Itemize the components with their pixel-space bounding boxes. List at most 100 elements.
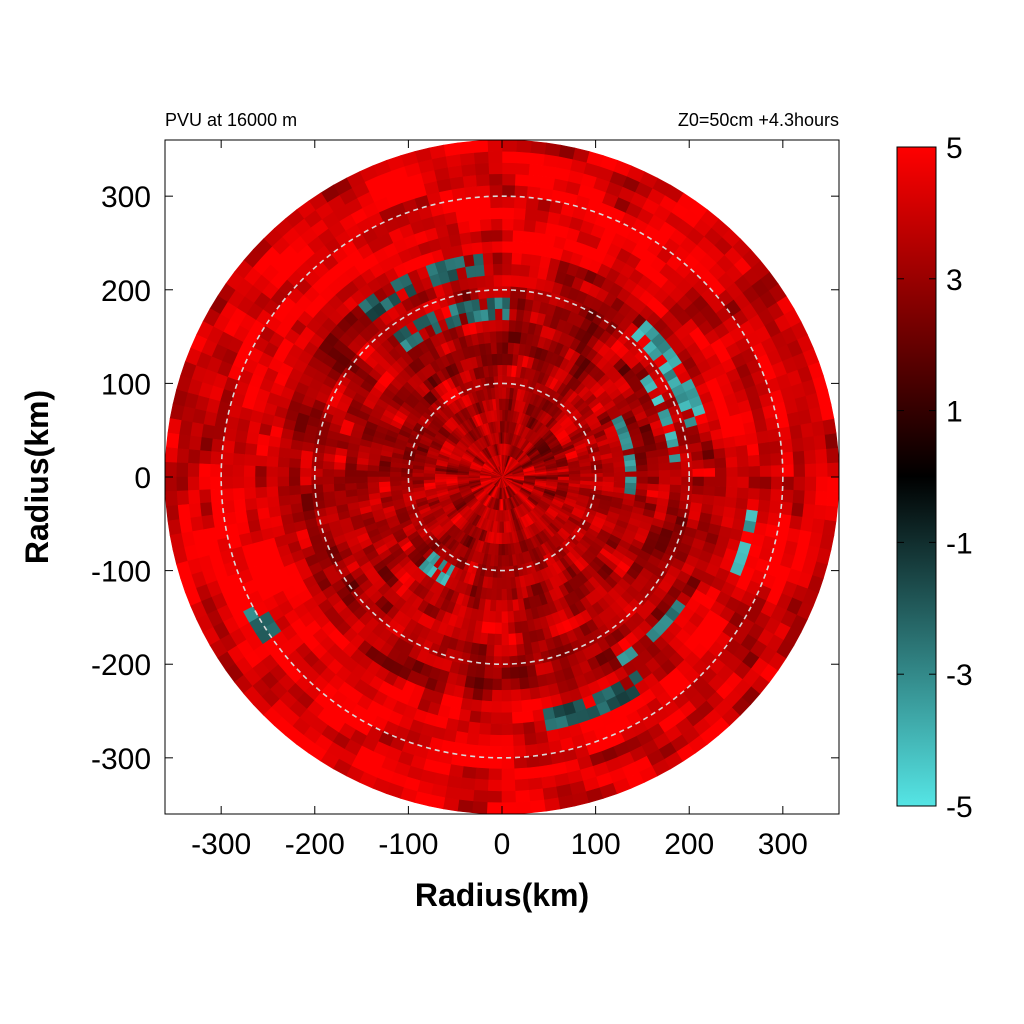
heatmap-cell [669,460,682,471]
heatmap-cell [495,330,503,343]
heatmap-cell [700,503,714,515]
heatmap-cell [501,398,506,411]
colorbar-tick-label: -5 [946,791,973,824]
heatmap-cell [462,686,475,701]
heatmap-cell [175,462,189,478]
heatmap-cell [221,439,236,454]
heatmap-cell [187,462,200,478]
heatmap-cell [819,533,835,551]
heatmap-cell [467,219,481,233]
heatmap-cell [781,451,795,466]
heatmap-cell [515,789,531,803]
heatmap-cell [221,488,234,502]
heatmap-cell [469,230,482,244]
heatmap-cell [459,152,475,166]
heatmap-cell [714,457,727,469]
heatmap-cell [802,503,816,519]
heatmap-cell [513,184,528,198]
heatmap-cell [355,470,368,478]
heatmap-cell [452,198,468,212]
heatmap-cell [733,507,748,521]
heatmap-cell [544,797,561,812]
heatmap-cell [501,330,509,343]
heatmap-cell [486,308,496,321]
heatmap-cell [496,364,503,377]
heatmap-cell [321,468,335,478]
heatmap-cell [366,476,379,484]
heatmap-cell [735,497,749,510]
heatmap-cell [469,710,482,724]
heatmap-cell [507,330,516,344]
heatmap-cell [490,218,503,231]
heatmap-cell [188,435,202,451]
heatmap-cell [714,476,728,488]
heatmap-cell [481,621,490,635]
heatmap-cell [530,242,544,257]
heatmap-cell [484,666,495,680]
heatmap-cell [493,656,503,669]
heatmap-cell [482,689,494,702]
heatmap-cell [646,489,660,498]
heatmap-cell [527,766,542,780]
heatmap-cell [472,252,484,266]
heatmap-cell [792,489,806,504]
heatmap-cell [804,462,817,478]
heatmap-cell [501,745,515,759]
heatmap-cell [474,778,490,792]
heatmap-cell [389,476,402,483]
heatmap-cell [501,701,513,714]
heatmap-cell [512,722,525,736]
heatmap-cell [529,788,545,802]
heatmap-cell [530,799,547,814]
heatmap-cell [187,476,200,492]
x-tick-label: -100 [378,828,438,861]
heatmap-cell [669,468,683,478]
heatmap-cell [509,655,519,669]
heatmap-cell [748,476,761,489]
heatmap-cell [177,504,191,520]
heatmap-cell [522,710,535,724]
heatmap-field [165,140,839,814]
heatmap-cell [460,163,476,177]
heatmap-cell [819,403,835,421]
heatmap-cell [782,463,795,478]
heatmap-cell [501,790,517,804]
heatmap-cell [494,622,503,635]
heatmap-cell [528,265,540,279]
heatmap-cell [472,801,489,814]
heatmap-cell [243,465,256,478]
heatmap-cell [714,466,728,478]
heatmap-cell [400,472,413,478]
heatmap-cell [198,463,211,478]
heatmap-cell [748,465,761,478]
heatmap-cell [770,476,784,490]
heatmap-cell [484,274,495,288]
heatmap-cell [703,476,716,487]
heatmap-cell [747,454,761,467]
heatmap-cell [516,297,526,311]
heatmap-cell [759,464,772,478]
heatmap-cell [529,253,542,268]
heatmap-cell [198,489,212,504]
heatmap-cell [499,521,503,534]
heatmap-cell [199,502,213,517]
heatmap-cell [724,496,738,509]
heatmap-cell [457,799,474,814]
heatmap-cell [232,487,245,501]
heatmap-cell [378,471,391,478]
heatmap-cell [524,208,538,222]
heatmap-cell [793,476,806,491]
heatmap-cell [815,462,829,478]
heatmap-cell [624,482,638,490]
heatmap-cell [497,555,503,568]
heatmap-cell [221,452,234,466]
heatmap-cell [658,476,671,485]
heatmap-cell [770,464,784,478]
heatmap-cell [501,588,508,601]
heatmap-cell [495,611,503,624]
heatmap-cell [490,588,498,601]
heatmap-cell [501,656,511,669]
heatmap-cell [826,447,839,464]
heatmap-cell [510,252,522,265]
